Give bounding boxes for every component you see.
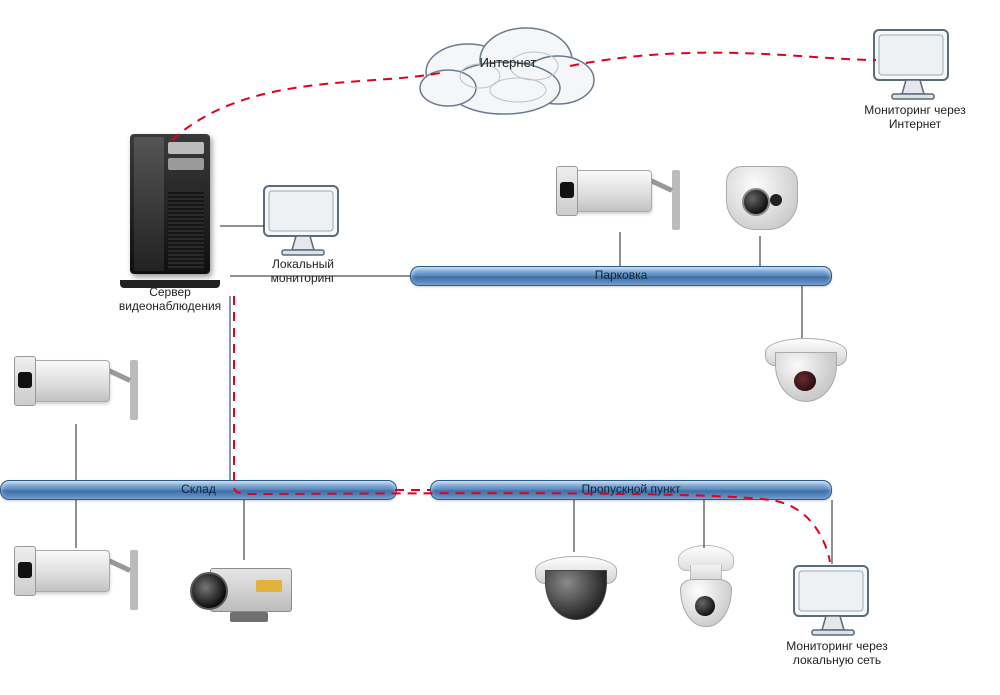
lan-monitor-label: Мониторинг через локальную сеть xyxy=(772,640,902,668)
bullet-camera-icon xyxy=(18,540,138,620)
checkpoint-bar-label: Пропускной пункт xyxy=(431,482,831,496)
remote-monitor-label: Мониторинг через Интернет xyxy=(850,104,980,132)
checkpoint-bar: Пропускной пункт xyxy=(430,480,832,500)
lan-monitor-icon xyxy=(790,560,876,638)
box-ip-camera-icon xyxy=(190,560,300,630)
server-icon xyxy=(120,134,220,284)
server-label: Сервер видеонаблюдения xyxy=(114,286,226,314)
local-monitor-label: Локальный мониторинг xyxy=(256,258,350,286)
bullet-camera-icon xyxy=(18,350,138,430)
mini-dome-camera-icon xyxy=(760,330,850,410)
warehouse-bar-label: Склад xyxy=(1,482,396,496)
local-monitor-icon xyxy=(260,180,346,258)
pendant-ptz-camera-icon xyxy=(670,545,740,635)
warehouse-bar: Склад xyxy=(0,480,397,500)
parking-bar: Парковка xyxy=(410,266,832,286)
ptz-camera-icon xyxy=(720,158,804,238)
remote-monitor-icon xyxy=(870,24,956,102)
internet-label: Интернет xyxy=(468,56,548,71)
bullet-camera-icon xyxy=(560,160,680,240)
dome-camera-icon xyxy=(530,548,620,628)
parking-bar-label: Парковка xyxy=(411,268,831,282)
diagram-canvas: Интернет Мониторинг через Интернет Серве… xyxy=(0,0,1000,695)
